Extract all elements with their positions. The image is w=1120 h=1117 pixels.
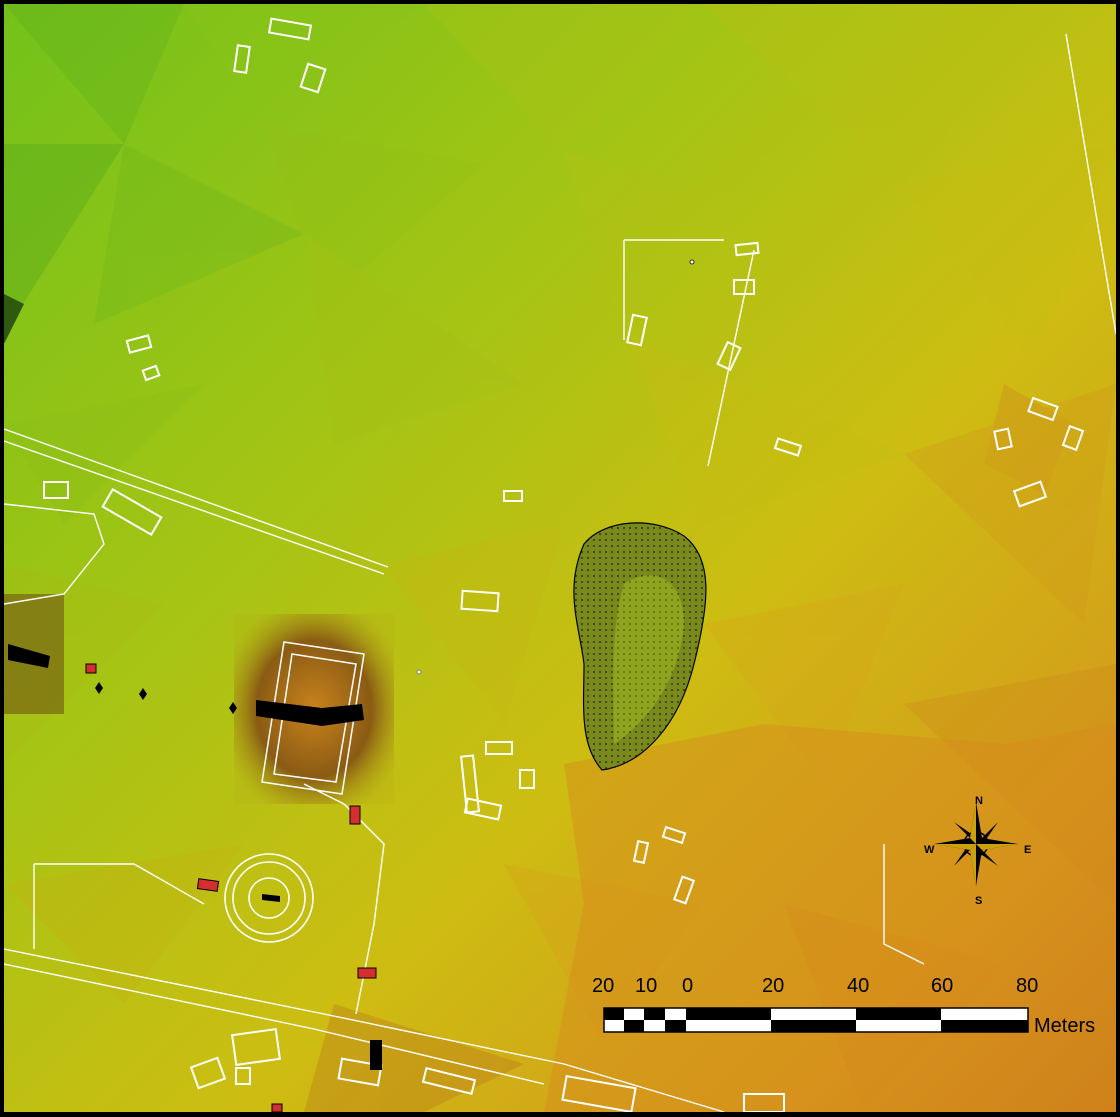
causeway — [256, 700, 364, 726]
scale-tick-label: 20 — [592, 975, 615, 997]
left-bar — [8, 644, 50, 668]
dotted-feature-pattern — [573, 522, 706, 770]
scale-tick-label: 20 — [762, 975, 785, 997]
black-markers — [95, 682, 382, 1070]
tin-facets — [4, 4, 1116, 1112]
mound-building — [261, 641, 365, 795]
scale-unit-label: Meters — [1034, 1015, 1096, 1037]
scale-tick-label: 40 — [847, 975, 870, 997]
scale-tick-label: 60 — [931, 975, 954, 997]
ring-center — [262, 894, 280, 902]
terrain-ridge — [4, 294, 24, 344]
terrain-surface — [4, 4, 1116, 1112]
compass-rose — [934, 802, 1018, 886]
dotted-feature-highlight — [613, 575, 684, 744]
compass-west-label: W — [924, 844, 935, 856]
scale-tick-label: 0 — [682, 975, 694, 997]
survey-point — [689, 259, 695, 265]
elevation-map[interactable] — [4, 4, 1116, 1112]
lowland-zone — [544, 724, 1116, 1112]
scale-tick-label: 80 — [1016, 975, 1039, 997]
ring-feature — [224, 853, 314, 943]
compass-east-label: E — [1024, 844, 1032, 856]
scale-bar — [603, 1007, 1029, 1033]
building-outlines[interactable] — [43, 17, 1085, 1112]
compass-north-label: N — [975, 795, 983, 807]
road-lines — [4, 33, 1116, 1112]
scale-tick-label: 10 — [635, 975, 658, 997]
compass-south-label: S — [975, 895, 983, 907]
red-markers[interactable] — [85, 663, 377, 1112]
survey-point — [416, 669, 422, 675]
